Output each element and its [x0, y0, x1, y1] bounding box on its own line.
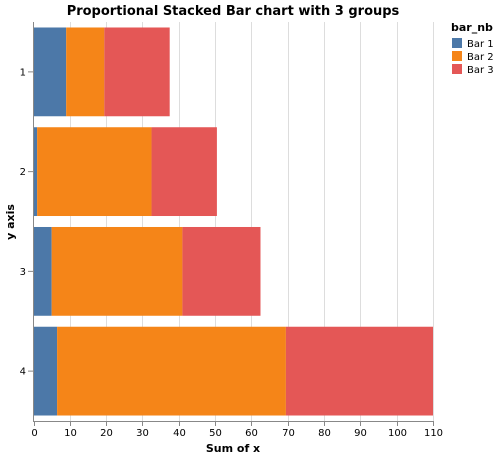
bar-segment	[182, 226, 261, 316]
x-tick-label: 0	[31, 428, 37, 439]
x-tick-label: 70	[282, 428, 295, 439]
x-tick-label: 110	[424, 428, 443, 439]
bar-segment	[33, 326, 58, 416]
legend-label: Bar 3	[467, 65, 494, 76]
x-tick-label: 50	[209, 428, 222, 439]
y-tick-label: 3	[20, 267, 26, 278]
legend-swatch	[452, 38, 462, 48]
y-tick-label: 1	[20, 67, 26, 78]
x-tick-label: 80	[318, 428, 331, 439]
legend-title: bar_nb	[451, 21, 493, 34]
x-tick-label: 40	[173, 428, 186, 439]
bar-segment	[151, 127, 217, 217]
chart-title: Proportional Stacked Bar chart with 3 gr…	[67, 4, 400, 19]
x-tick-label: 90	[354, 428, 367, 439]
x-tick-label: 30	[136, 428, 149, 439]
legend-label: Bar 2	[467, 52, 494, 63]
bar-segment	[33, 127, 38, 217]
x-tick-label: 100	[388, 428, 407, 439]
y-axis-title: y axis	[4, 204, 17, 240]
bar-segment	[37, 127, 152, 217]
bar-segment	[33, 226, 52, 316]
x-axis-ticks: 0 10 20 30 40 50 60 70 80 90 100 110	[31, 421, 443, 439]
x-tick-label: 20	[100, 428, 113, 439]
x-tick-label: 10	[64, 428, 77, 439]
bar-segment	[57, 326, 286, 416]
legend: bar_nb Bar 1 Bar 2 Bar 3	[451, 21, 494, 76]
bar-segment	[285, 326, 433, 416]
bar-segment	[66, 27, 105, 117]
y-tick-label: 4	[20, 367, 26, 378]
bar-segment	[104, 27, 170, 117]
y-tick-label: 2	[20, 167, 26, 178]
y-axis-ticks: 1 2 3 4	[20, 67, 33, 378]
x-axis-title: Sum of x	[206, 442, 260, 455]
bar-segment	[33, 27, 67, 117]
bars	[33, 27, 433, 416]
bar-segment	[51, 226, 183, 316]
legend-swatch	[452, 64, 462, 74]
x-tick-label: 60	[245, 428, 258, 439]
legend-swatch	[452, 51, 462, 61]
legend-label: Bar 1	[467, 39, 494, 50]
